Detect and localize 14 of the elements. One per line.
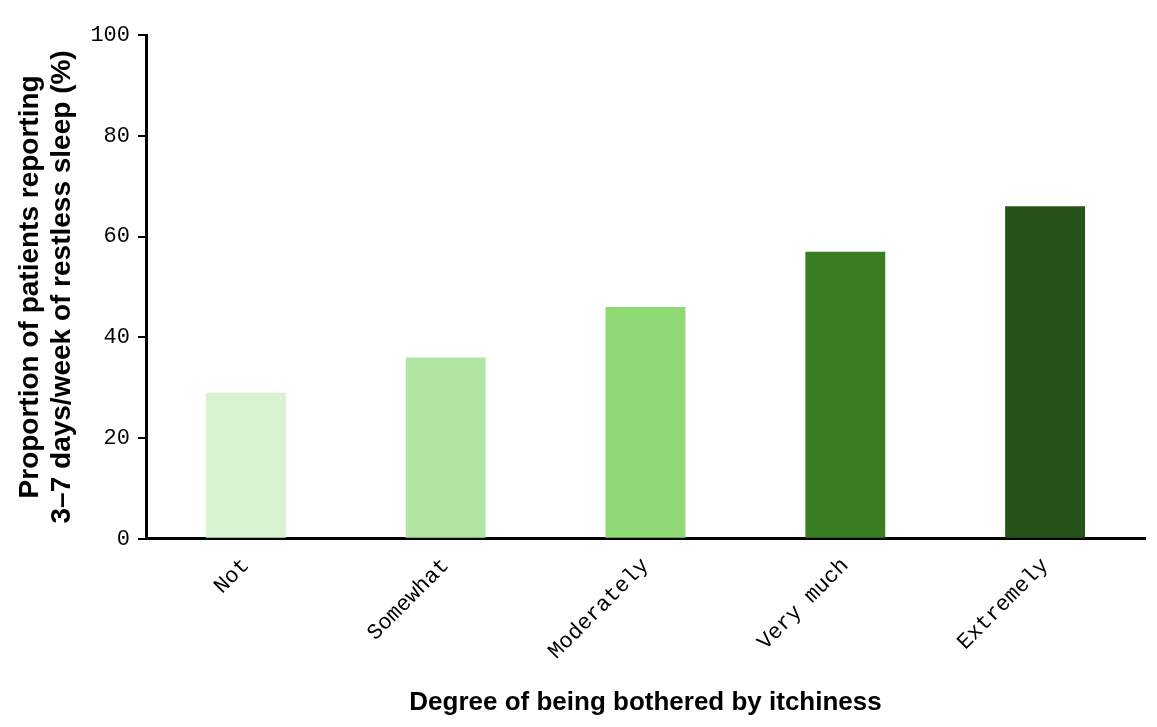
bar	[205, 392, 286, 538]
bar	[605, 307, 686, 538]
bar	[805, 251, 886, 538]
bar	[405, 357, 486, 538]
x-axis-title: Degree of being bothered by itchiness	[409, 685, 882, 716]
x-tick-label: Not	[209, 553, 255, 600]
y-axis-title: Proportion of patients reporting 3–7 days/week of restless sleep (%)	[12, 50, 77, 524]
y-tick-label: 40	[103, 325, 131, 351]
y-tick-label: 60	[103, 224, 131, 250]
bar	[1005, 206, 1086, 538]
y-tick-label: 0	[116, 526, 131, 552]
y-tick-label: 80	[103, 123, 131, 149]
y-tick-label: 100	[90, 22, 131, 48]
y-tick-label: 20	[103, 425, 131, 451]
